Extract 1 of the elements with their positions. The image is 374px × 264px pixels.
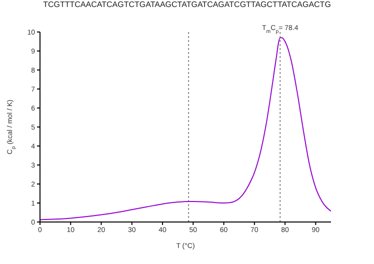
- chart-title: TCGTTTCAACATCAGTCTGATAAGCTATGATCAGATCGTTAGCTTATCAGACTG: [42, 0, 332, 9]
